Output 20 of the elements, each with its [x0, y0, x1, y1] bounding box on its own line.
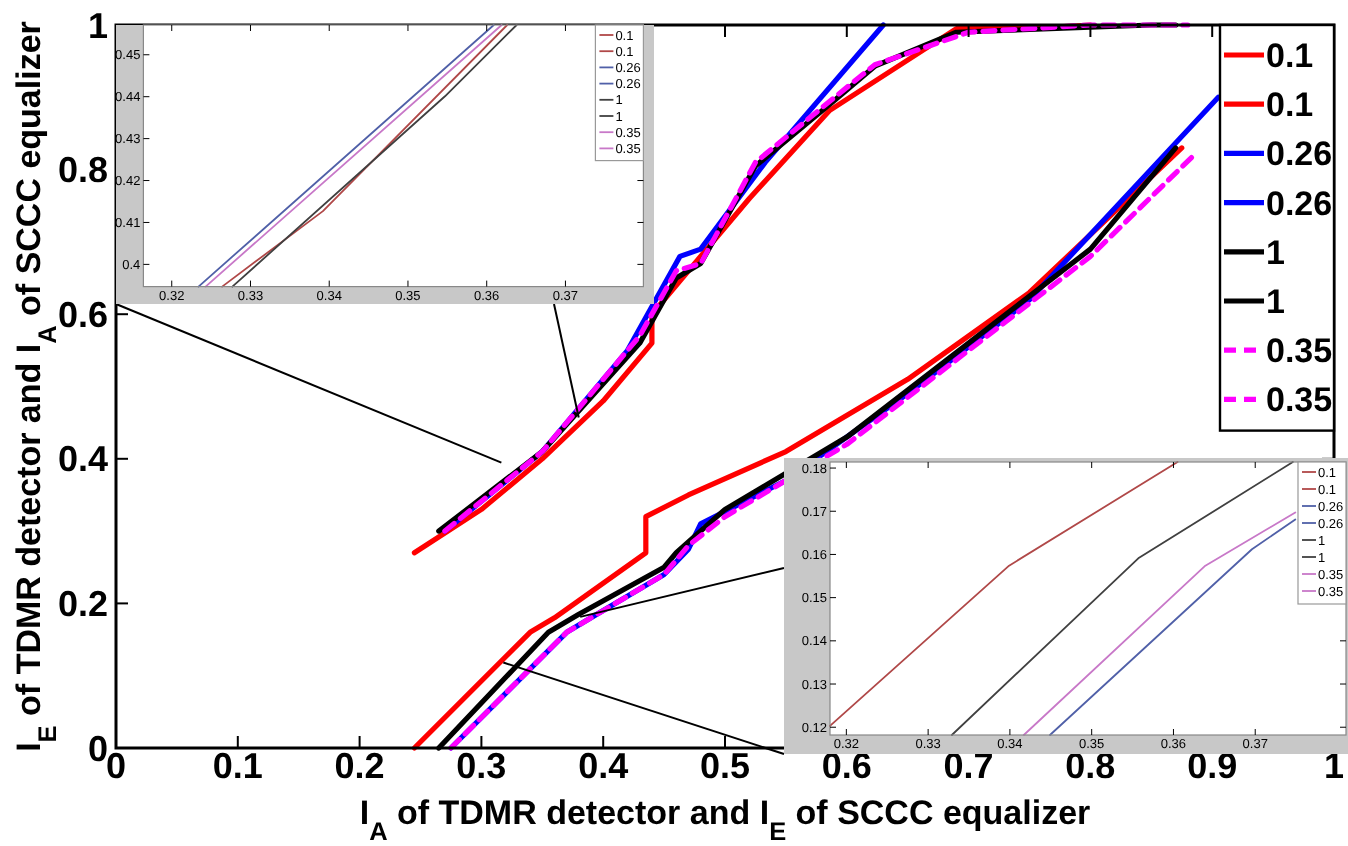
x-tick-label: 0.4: [578, 746, 629, 786]
x-tick-label: 0.1: [212, 746, 263, 786]
x-tick-label: 0.3: [456, 746, 507, 786]
x-tick-label: 0.2: [334, 746, 385, 786]
y-tick-label: 0.8: [57, 150, 108, 191]
legend-label: 0.26: [1266, 184, 1333, 223]
x-tick-label: 0.9: [1187, 746, 1238, 786]
legend-label: 0.26: [1266, 135, 1333, 174]
legend-label: 0.35: [1266, 332, 1333, 371]
legend-label: 0.1: [1266, 36, 1314, 75]
x-tick-label: 0.5: [699, 746, 751, 786]
legend-label: 0.1: [1266, 86, 1314, 125]
y-tick-label: 0.4: [57, 439, 108, 480]
x-tick-label: 0.8: [1065, 746, 1116, 786]
y-tick-label: 1: [87, 5, 108, 46]
x-axis-title: I$_{A}$ of TDMR detector and I$_{E}$ of SCCC equalizer: [359, 794, 1092, 845]
legend-label: 1: [1266, 233, 1285, 272]
y-tick-label: 0.2: [57, 584, 108, 624]
legend-label: 0.35: [1266, 381, 1333, 420]
x-tick-label: 1: [1323, 746, 1345, 786]
